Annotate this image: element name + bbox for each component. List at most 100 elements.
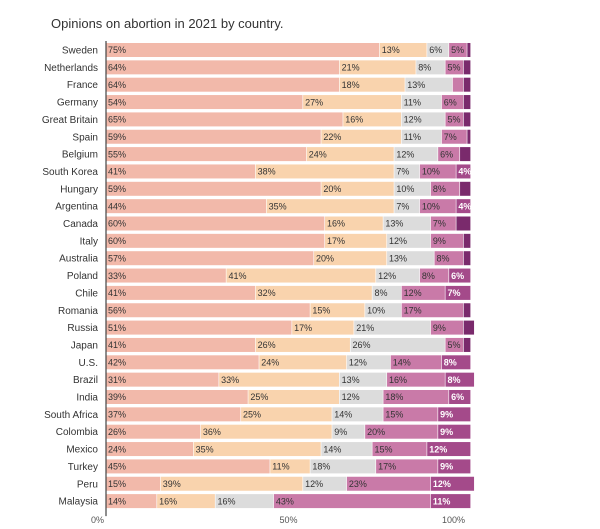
bar-segment-great-britain-2 — [343, 112, 402, 127]
data-label-russia-3: 21% — [356, 323, 374, 333]
data-label-u-s-1: 42% — [108, 358, 126, 368]
bar-segment-colombia-1 — [106, 424, 201, 439]
bar-segment-chile-2 — [255, 285, 372, 300]
bar-segment-india-1 — [106, 390, 248, 404]
bar-segment-india-3 — [339, 390, 383, 404]
bar-segment-italy-4 — [430, 233, 464, 248]
bar-segment-peru-3 — [303, 476, 347, 491]
data-label-turkey-1: 45% — [108, 462, 126, 472]
bar-segment-mexico-1 — [106, 442, 193, 457]
bar-segment-malaysia-2 — [157, 494, 215, 509]
bar-segment-great-britain-1 — [106, 112, 343, 127]
bar-segment-belgium-2 — [306, 147, 394, 162]
data-label-malaysia-4: 43% — [276, 496, 294, 506]
bar-segment-germany-1 — [106, 95, 303, 110]
data-label-poland-1: 33% — [108, 271, 126, 281]
bar-segment-south-korea-5 — [456, 164, 471, 179]
data-label-south-africa-2: 25% — [243, 410, 261, 420]
bar-segment-turkey-2 — [270, 459, 310, 474]
data-label-sweden-2: 13% — [382, 45, 400, 55]
data-label-russia-2: 17% — [294, 323, 312, 333]
bar-segment-russia-6 — [463, 320, 475, 335]
bar-segment-hungary-1 — [106, 181, 321, 196]
bar-segment-hungary-2 — [321, 181, 394, 196]
data-label-great-britain-3: 12% — [404, 115, 422, 125]
bar-segment-south-africa-3 — [332, 407, 383, 422]
data-label-belgium-1: 55% — [108, 149, 126, 159]
bar-segment-argentina-4 — [419, 199, 456, 214]
data-label-turkey-3: 18% — [312, 462, 330, 472]
data-label-japan-1: 41% — [108, 340, 126, 350]
data-label-great-britain-1: 65% — [108, 115, 126, 125]
country-label-netherlands: Netherlands — [44, 63, 98, 74]
bar-segment-mexico-2 — [193, 442, 321, 457]
bar-segment-malaysia-4 — [273, 494, 431, 509]
bar-segment-netherlands-6 — [463, 60, 471, 75]
data-label-peru-3: 12% — [305, 479, 323, 489]
bar-segment-sweden-4 — [449, 43, 467, 57]
bar-segment-canada-1 — [106, 216, 325, 231]
bar-segment-u-s-1 — [106, 355, 259, 370]
bar-segment-netherlands-1 — [106, 60, 339, 75]
bar-segment-russia-4 — [430, 320, 464, 335]
bar-segment-mexico-5 — [427, 442, 471, 457]
data-label-great-britain-4: 5% — [447, 115, 460, 125]
data-label-france-2: 18% — [342, 80, 360, 90]
data-label-canada-2: 16% — [327, 219, 345, 229]
data-label-chile-2: 32% — [258, 288, 276, 298]
bar-segment-australia-6 — [463, 251, 471, 266]
data-label-netherlands-2: 21% — [342, 63, 360, 73]
bar-segment-hungary-3 — [394, 181, 431, 196]
bar-segment-chile-3 — [372, 285, 402, 300]
bar-segment-italy-6 — [463, 233, 471, 248]
data-label-romania-2: 15% — [312, 305, 330, 315]
data-label-france-3: 13% — [407, 80, 425, 90]
data-label-mexico-2: 35% — [196, 444, 214, 454]
data-label-turkey-4: 17% — [378, 462, 396, 472]
bar-segment-south-korea-3 — [394, 164, 420, 179]
data-label-peru-2: 39% — [163, 479, 181, 489]
bar-segment-turkey-1 — [106, 459, 270, 474]
bar-segment-south-korea-4 — [419, 164, 456, 179]
data-label-netherlands-1: 64% — [108, 63, 126, 73]
bar-segment-peru-1 — [106, 476, 161, 491]
data-label-peru-4: 23% — [349, 479, 367, 489]
bars-layer: 75% 13% 6% 5% 64% 21% 8% 5% 64% 18% 13% 54% 27% 11% 6%… — [106, 43, 475, 509]
bar-segment-romania-3 — [365, 303, 402, 318]
data-label-chile-5: 7% — [447, 288, 460, 298]
data-label-netherlands-3: 8% — [418, 63, 431, 73]
bar-segment-france-6 — [463, 77, 471, 92]
bar-segment-japan-4 — [445, 337, 464, 352]
bar-segment-chile-4 — [401, 285, 445, 300]
x-axis-ticks: 0% 50% 100% — [91, 515, 465, 525]
data-label-peru-1: 15% — [108, 479, 126, 489]
bar-segment-canada-6 — [456, 216, 471, 231]
data-label-mexico-4: 15% — [374, 444, 392, 454]
data-label-poland-4: 8% — [422, 271, 435, 281]
country-label-chile: Chile — [75, 288, 98, 299]
data-label-australia-3: 13% — [389, 253, 407, 263]
bar-segment-france-2 — [339, 77, 405, 92]
data-label-south-africa-3: 14% — [334, 410, 352, 420]
data-label-brazil-3: 13% — [342, 375, 360, 385]
data-label-turkey-5: 9% — [440, 462, 453, 472]
data-label-france-1: 64% — [108, 80, 126, 90]
bar-segment-u-s-4 — [390, 355, 442, 370]
data-label-u-s-2: 24% — [261, 358, 279, 368]
bar-segment-romania-6 — [463, 303, 471, 318]
data-label-brazil-2: 33% — [221, 375, 239, 385]
bar-segment-netherlands-3 — [416, 60, 445, 75]
data-label-south-africa-5: 9% — [440, 410, 453, 420]
data-label-argentina-2: 35% — [269, 201, 287, 211]
bar-segment-colombia-4 — [365, 424, 438, 439]
bar-segment-japan-3 — [350, 337, 445, 352]
bar-segment-australia-2 — [314, 251, 387, 266]
bar-segment-russia-2 — [292, 320, 354, 335]
bar-segment-belgium-4 — [438, 147, 460, 162]
country-label-hungary: Hungary — [60, 184, 98, 195]
country-label-south-africa: South Africa — [44, 410, 98, 421]
bar-segment-great-britain-4 — [445, 112, 464, 127]
bar-segment-russia-1 — [106, 320, 292, 335]
data-label-u-s-4: 14% — [393, 358, 411, 368]
data-label-brazil-4: 16% — [389, 375, 407, 385]
